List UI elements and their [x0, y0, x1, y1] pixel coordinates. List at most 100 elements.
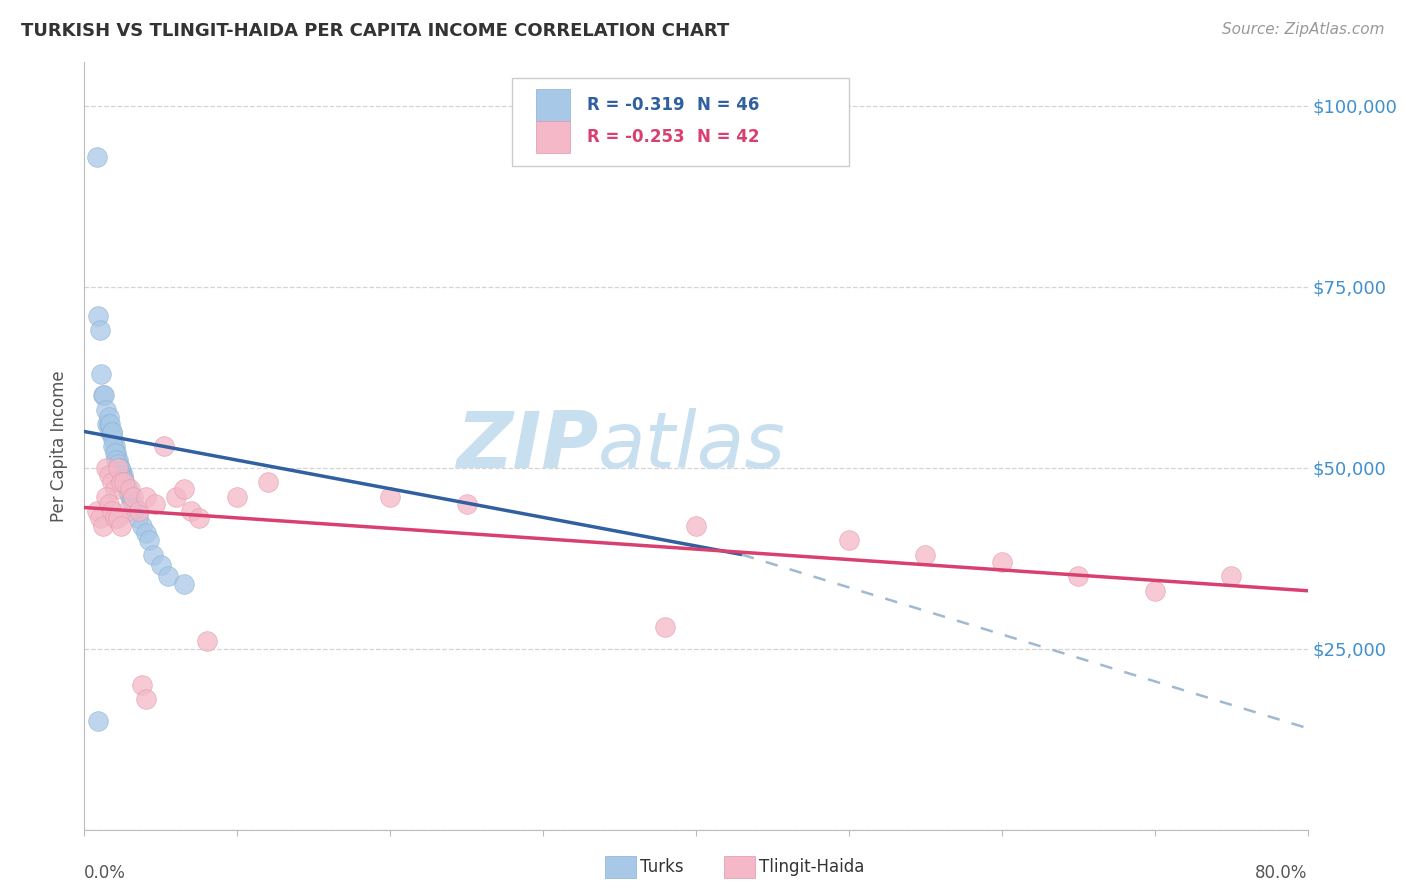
Point: [226, 490, 249, 504]
Point: [157, 569, 180, 583]
Point: [103, 439, 125, 453]
Point: [98, 425, 121, 439]
Point: [89, 323, 111, 337]
Point: [90, 367, 112, 381]
Point: [112, 475, 135, 490]
Point: [131, 678, 153, 692]
Point: [101, 425, 124, 439]
Bar: [536, 88, 569, 120]
Point: [195, 634, 218, 648]
Point: [107, 511, 129, 525]
Point: [101, 504, 124, 518]
Point: [97, 497, 120, 511]
Text: Turks: Turks: [640, 858, 683, 876]
Point: [142, 548, 165, 562]
Text: N = 42: N = 42: [697, 128, 759, 146]
Point: [111, 472, 134, 486]
Point: [112, 475, 135, 490]
Point: [107, 453, 129, 467]
Point: [97, 417, 120, 432]
Point: [685, 518, 707, 533]
Point: [138, 533, 160, 547]
Point: [131, 518, 153, 533]
Point: [103, 432, 125, 446]
Point: [110, 464, 132, 478]
Point: [115, 504, 138, 518]
Point: [104, 483, 127, 497]
Point: [97, 467, 120, 482]
Point: [112, 475, 135, 490]
Text: R = -0.319: R = -0.319: [588, 95, 685, 113]
Text: 80.0%: 80.0%: [1256, 864, 1308, 882]
Point: [654, 620, 676, 634]
Point: [838, 533, 860, 547]
Point: [135, 525, 157, 540]
Point: [1220, 569, 1243, 583]
Point: [104, 446, 127, 460]
Bar: [536, 120, 569, 153]
Point: [914, 548, 936, 562]
Point: [165, 490, 187, 504]
Point: [173, 483, 195, 497]
Point: [118, 486, 141, 500]
Point: [180, 504, 202, 518]
Point: [89, 511, 111, 525]
Point: [114, 479, 136, 493]
Text: Tlingit-Haida: Tlingit-Haida: [759, 858, 865, 876]
Point: [91, 388, 114, 402]
Point: [97, 410, 120, 425]
Point: [135, 490, 157, 504]
Point: [135, 692, 157, 706]
Point: [127, 511, 149, 525]
Text: 0.0%: 0.0%: [84, 864, 127, 882]
Point: [120, 483, 142, 497]
Point: [94, 490, 117, 504]
Point: [108, 460, 131, 475]
Point: [94, 402, 117, 417]
Point: [124, 500, 146, 515]
Point: [991, 555, 1014, 569]
Point: [98, 417, 121, 432]
Point: [91, 518, 114, 533]
Text: atlas: atlas: [598, 408, 786, 484]
Point: [93, 388, 115, 402]
Point: [128, 504, 150, 518]
Text: ZIP: ZIP: [456, 408, 598, 484]
Point: [149, 558, 172, 573]
Point: [107, 460, 129, 475]
Text: Source: ZipAtlas.com: Source: ZipAtlas.com: [1222, 22, 1385, 37]
Point: [1143, 583, 1166, 598]
Point: [456, 497, 478, 511]
Text: R = -0.253: R = -0.253: [588, 128, 685, 146]
Point: [122, 497, 145, 511]
Point: [86, 504, 108, 518]
Point: [87, 714, 110, 728]
Point: [96, 417, 118, 432]
Point: [107, 457, 129, 471]
Point: [86, 149, 108, 163]
Point: [1067, 569, 1090, 583]
Text: N = 46: N = 46: [697, 95, 759, 113]
Point: [121, 493, 143, 508]
FancyBboxPatch shape: [513, 78, 849, 166]
Point: [111, 467, 134, 482]
Point: [120, 490, 142, 504]
Point: [188, 511, 211, 525]
Y-axis label: Per Capita Income: Per Capita Income: [51, 370, 69, 522]
Text: TURKISH VS TLINGIT-HAIDA PER CAPITA INCOME CORRELATION CHART: TURKISH VS TLINGIT-HAIDA PER CAPITA INCO…: [21, 22, 730, 40]
Point: [104, 511, 127, 525]
Point: [173, 576, 195, 591]
Point: [115, 483, 138, 497]
Point: [101, 475, 124, 490]
Point: [105, 446, 128, 460]
Point: [87, 309, 110, 323]
Point: [110, 467, 132, 482]
Point: [105, 453, 128, 467]
Point: [110, 518, 132, 533]
Point: [104, 439, 127, 453]
Point: [143, 497, 166, 511]
Point: [153, 439, 176, 453]
Point: [257, 475, 280, 490]
Point: [101, 425, 124, 439]
Point: [110, 475, 132, 490]
